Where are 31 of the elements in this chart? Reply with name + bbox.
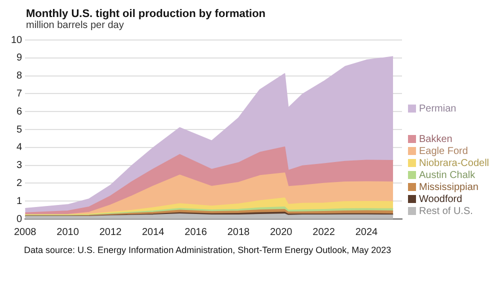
- x-tick-label: 2010: [56, 226, 80, 238]
- y-tick-label: 8: [16, 70, 23, 82]
- legend-label: Bakken: [419, 134, 452, 145]
- y-tick-label: 3: [16, 160, 23, 172]
- x-tick-label: 2018: [227, 226, 250, 238]
- y-tick-label: 0: [16, 214, 23, 225]
- x-tick-label: 2020: [270, 226, 293, 238]
- x-tick-label: 2016: [184, 226, 208, 238]
- x-tick-label: 2014: [142, 226, 165, 238]
- legend-label: Mississippian: [419, 182, 478, 193]
- x-tick-label: 2008: [14, 226, 37, 238]
- y-tick-label: 6: [16, 106, 23, 118]
- y-tick-label: 10: [11, 34, 23, 46]
- y-tick-label: 9: [16, 52, 23, 64]
- x-tick-label: 2024: [355, 226, 378, 238]
- legend-label: Austin Chalk: [419, 170, 476, 181]
- y-tick-label: 1: [16, 196, 23, 207]
- x-tick-label: 2022: [312, 226, 336, 238]
- y-tick-label: 7: [16, 88, 23, 100]
- legend-label: Woodford: [419, 194, 462, 205]
- y-tick-label: 2: [16, 178, 23, 189]
- legend-label: Permian: [419, 103, 456, 114]
- chart-title: Monthly U.S. tight oil production by formation: [26, 8, 267, 20]
- source-note: Data source: U.S. Energy Information Administration, Short-Term Energy Outlook, May 2023: [24, 245, 392, 255]
- legend-label: Eagle Ford: [419, 146, 468, 157]
- legend-label: Niobrara-Codell: [419, 158, 490, 169]
- x-tick-label: 2012: [99, 226, 122, 238]
- y-tick-label: 4: [16, 142, 23, 154]
- y-tick-label: 5: [16, 124, 23, 136]
- chart-subtitle: million barrels per day: [26, 20, 125, 31]
- legend-label: Rest of U.S.: [419, 206, 473, 217]
